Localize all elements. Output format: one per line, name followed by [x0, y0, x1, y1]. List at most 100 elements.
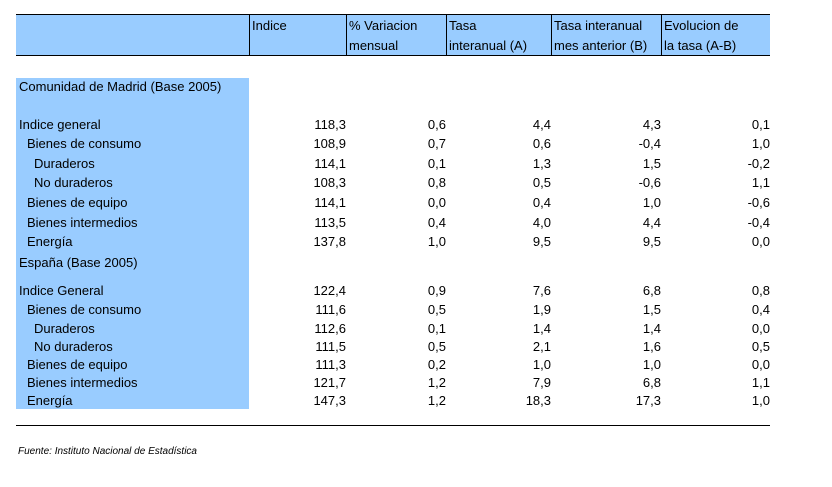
- cell-tasa: 7,6: [532, 283, 551, 298]
- cell-tasa-anterior: 1,5: [642, 302, 661, 317]
- cell-indice: 137,8: [313, 234, 346, 249]
- cell-variacion: 0,1: [427, 321, 446, 336]
- cell-indice: 111,6: [315, 302, 346, 317]
- cell-tasa-anterior: 1,5: [642, 156, 661, 171]
- table-row: Indice General 122,4 0,9 7,6 6,8 0,8: [0, 282, 832, 300]
- cell-evolucion: 1,1: [751, 175, 770, 190]
- cell-evolucion: 0,0: [751, 234, 770, 249]
- cell-tasa: 1,3: [532, 156, 551, 171]
- header-cell-tasa-anterior: Tasa interanual mes anterior (B): [551, 14, 661, 56]
- table-row: Indice general 118,3 0,6 4,4 4,3 0,1: [0, 116, 832, 134]
- row-label: No duraderos: [34, 339, 113, 354]
- cell-indice: 122,4: [313, 283, 346, 298]
- header-cell-evolucion: Evolucion de la tasa (A-B): [661, 14, 770, 56]
- cell-variacion: 1,0: [427, 234, 446, 249]
- cell-evolucion: 0,8: [751, 283, 770, 298]
- row-label: Bienes de consumo: [27, 136, 142, 151]
- header-tasa-line1: Tasa: [449, 18, 477, 33]
- cell-variacion: 0,1: [427, 156, 446, 171]
- cell-variacion: 0,7: [427, 136, 446, 151]
- cell-tasa: 0,4: [532, 195, 551, 210]
- row-label: Bienes de consumo: [27, 302, 142, 317]
- cell-indice: 118,3: [314, 117, 346, 132]
- cell-tasa-anterior: 1,0: [642, 357, 661, 372]
- cell-tasa: 9,5: [532, 234, 551, 249]
- cell-tasa: 0,6: [532, 136, 551, 151]
- cell-variacion: 0,9: [427, 283, 446, 298]
- table-row: Bienes de equipo 114,1 0,0 0,4 1,0 -0,6: [0, 194, 832, 212]
- row-label: Duraderos: [34, 156, 95, 171]
- cell-tasa-anterior: 4,4: [642, 215, 661, 230]
- row-label: No duraderos: [34, 175, 113, 190]
- table-row: Energía 147,3 1,2 18,3 17,3 1,0: [0, 392, 832, 410]
- table-row: Bienes de equipo 111,3 0,2 1,0 1,0 0,0: [0, 356, 832, 374]
- cell-tasa-anterior: 6,8: [642, 375, 661, 390]
- cell-tasa: 18,3: [525, 393, 551, 408]
- cell-variacion: 0,0: [427, 195, 446, 210]
- cell-evolucion: 1,1: [751, 375, 770, 390]
- table-row: España (Base 2005): [0, 254, 832, 272]
- cell-tasa-anterior: 4,3: [642, 117, 661, 132]
- table-row: Duraderos 114,1 0,1 1,3 1,5 -0,2: [0, 155, 832, 173]
- row-label: Bienes intermedios: [27, 375, 138, 390]
- cell-evolucion: 1,0: [751, 393, 770, 408]
- header-cell-label: [16, 14, 249, 56]
- cell-evolucion: 0,0: [751, 321, 770, 336]
- table-row: Bienes intermedios 113,5 0,4 4,0 4,4 -0,…: [0, 214, 832, 232]
- cell-tasa-anterior: -0,4: [638, 136, 661, 151]
- cell-variacion: 1,2: [427, 375, 446, 390]
- cell-indice: 111,3: [315, 357, 346, 372]
- source-note: Fuente: Instituto Nacional de Estadístic…: [18, 446, 197, 457]
- cell-variacion: 0,5: [427, 339, 446, 354]
- cell-tasa-anterior: 17,3: [635, 393, 661, 408]
- header-variacion-line2: mensual: [349, 38, 399, 53]
- row-label: Bienes de equipo: [27, 357, 128, 372]
- header-cell-tasa: Tasa interanual (A): [446, 14, 551, 56]
- cell-tasa: 2,1: [532, 339, 551, 354]
- table-row: No duraderos 108,3 0,8 0,5 -0,6 1,1: [0, 174, 832, 192]
- section-heading-espana: España (Base 2005): [19, 255, 138, 270]
- header-tasa-anterior-line1: Tasa interanual: [554, 18, 643, 33]
- cell-indice: 113,5: [314, 215, 346, 230]
- section-heading-madrid: Comunidad de Madrid (Base 2005): [19, 79, 222, 94]
- row-label: Energía: [27, 234, 73, 249]
- header-tasa-line2: interanual (A): [449, 38, 528, 53]
- header-evolucion-line2: la tasa (A-B): [664, 38, 737, 53]
- cell-evolucion: -0,4: [747, 215, 770, 230]
- row-label: Bienes de equipo: [27, 195, 128, 210]
- cell-evolucion: 0,5: [751, 339, 770, 354]
- cell-variacion: 0,6: [427, 117, 446, 132]
- table-row: Bienes de consumo 111,6 0,5 1,9 1,5 0,4: [0, 301, 832, 319]
- row-label: Duraderos: [34, 321, 95, 336]
- header-evolucion-line1: Evolucion de: [664, 18, 739, 33]
- cell-variacion: 1,2: [427, 393, 446, 408]
- row-label: Bienes intermedios: [27, 215, 138, 230]
- header-cell-variacion: % Variacion mensual: [346, 14, 446, 56]
- header-variacion-line1: % Variacion: [349, 18, 418, 33]
- cell-evolucion: 0,1: [751, 117, 770, 132]
- cell-tasa-anterior: 1,0: [642, 195, 661, 210]
- row-label: Indice general: [19, 117, 101, 132]
- cell-evolucion: 0,4: [751, 302, 770, 317]
- cell-tasa: 1,0: [532, 357, 551, 372]
- cell-indice: 114,1: [314, 156, 346, 171]
- cell-variacion: 0,2: [427, 357, 446, 372]
- header-cell-indice: Indice: [249, 14, 346, 56]
- cell-variacion: 0,5: [427, 302, 446, 317]
- cell-indice: 121,7: [313, 375, 346, 390]
- row-label-panel: [16, 78, 249, 409]
- table-row: Duraderos 112,6 0,1 1,4 1,4 0,0: [0, 320, 832, 338]
- table-row: Energía 137,8 1,0 9,5 9,5 0,0: [0, 233, 832, 251]
- cell-indice: 147,3: [313, 393, 346, 408]
- row-label: Energía: [27, 393, 73, 408]
- cell-tasa: 1,9: [532, 302, 551, 317]
- cell-tasa-anterior: 6,8: [642, 283, 661, 298]
- cell-tasa: 4,4: [532, 117, 551, 132]
- cell-tasa: 1,4: [532, 321, 551, 336]
- cell-tasa-anterior: -0,6: [638, 175, 661, 190]
- cell-tasa-anterior: 1,6: [642, 339, 661, 354]
- cell-evolucion: -0,2: [747, 156, 770, 171]
- cell-indice: 111,5: [315, 339, 346, 354]
- header-tasa-anterior-line2: mes anterior (B): [554, 38, 648, 53]
- cell-indice: 108,3: [313, 175, 346, 190]
